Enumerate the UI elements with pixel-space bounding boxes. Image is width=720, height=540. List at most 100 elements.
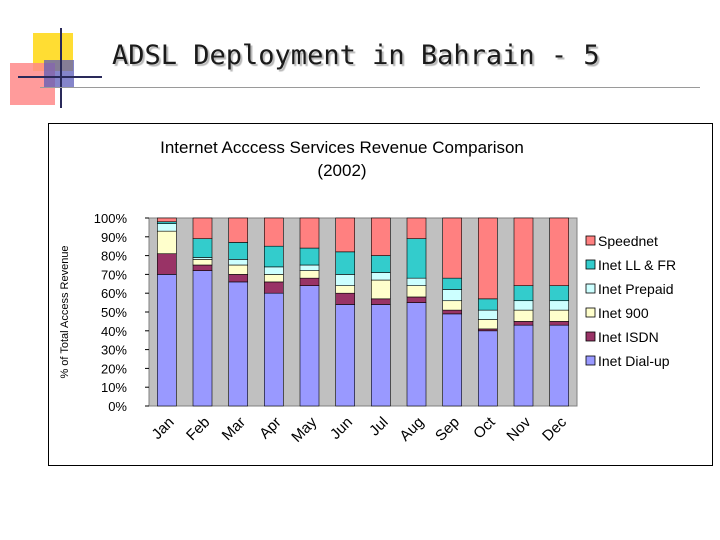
bar-segment-inet-900 [406, 285, 427, 298]
bar-segment-speednet [478, 217, 498, 300]
x-tick-label: Jul [366, 414, 392, 440]
x-tick-label: Apr [256, 414, 285, 443]
chart-title-line: (2002) [317, 161, 366, 180]
y-tick-label: 90% [101, 230, 127, 245]
slide-title: ADSL Deployment in Bahrain - 5 [112, 40, 600, 71]
x-tick-label: Feb [183, 414, 213, 444]
y-tick-label: 30% [101, 343, 127, 358]
bar-segment-inet-ll-fr [549, 285, 569, 302]
bar-segment-speednet [299, 217, 320, 249]
plot-area [148, 217, 578, 407]
y-tick-label: 100% [94, 211, 128, 226]
bar-segment-inet-prepaid [228, 259, 248, 266]
x-tick-label: Sep [432, 414, 463, 445]
corner-blue-square [44, 60, 74, 88]
bar-segment-inet-isdn [406, 296, 427, 303]
bar-segment-inet-ll-fr [264, 245, 284, 268]
y-tick-label: 10% [101, 380, 127, 395]
legend-swatch [585, 259, 596, 270]
bar-segment-inet-isdn [157, 253, 177, 275]
legend-swatch [585, 283, 596, 294]
legend-label: Inet Prepaid [598, 281, 674, 297]
x-tick-label: Dec [539, 413, 570, 444]
y-tick-label: 20% [101, 361, 127, 376]
legend-swatch [585, 307, 596, 318]
bar-segment-inet-isdn [264, 281, 284, 294]
bar-segment-inet-ll-fr [192, 238, 213, 258]
x-tick-label: Oct [470, 413, 499, 442]
corner-vertical-line [60, 28, 62, 108]
bar-segment-speednet [228, 217, 248, 243]
bar-segment-inet-ll-fr [228, 242, 248, 260]
bar-segment-inet-900 [264, 274, 284, 283]
y-tick-label: 80% [101, 249, 127, 264]
bar-segment-inet-prepaid [335, 274, 355, 286]
bar-segment-speednet [192, 217, 213, 239]
bar-segment-inet-dial-up [299, 285, 320, 407]
y-tick-label: 50% [101, 305, 127, 320]
title-divider [40, 87, 700, 88]
bar-segment-inet-isdn [442, 309, 462, 315]
bar-segment-inet-isdn [513, 321, 534, 326]
bar-segment-inet-ll-fr [371, 255, 391, 273]
bar-segment-inet-dial-up [228, 281, 248, 407]
bar-segment-speednet [264, 217, 284, 247]
bar-segment-inet-dial-up [549, 324, 569, 407]
chart-frame: Internet Acccess Services Revenue Compar… [48, 123, 713, 466]
bar-segment-inet-isdn [299, 277, 320, 286]
bar-segment-speednet [335, 217, 355, 253]
legend-swatch [585, 355, 596, 366]
bar-segment-inet-ll-fr [478, 298, 498, 311]
bar-segment-inet-dial-up [478, 330, 498, 407]
bar-segment-speednet [371, 217, 391, 256]
bar-segment-inet-900 [442, 300, 462, 311]
bar-segment-inet-900 [371, 279, 391, 300]
x-tick-label: Aug [396, 414, 427, 445]
x-tick-label: Nov [503, 413, 534, 444]
bar-segment-inet-isdn [371, 298, 391, 305]
stacked-bar-chart: Internet Acccess Services Revenue Compar… [59, 138, 676, 446]
bar-segment-inet-900 [513, 309, 534, 322]
legend-label: Inet ISDN [598, 329, 659, 345]
legend-label: Inet LL & FR [598, 257, 676, 273]
bar-segment-inet-900 [192, 259, 213, 266]
bar-segment-inet-dial-up [371, 304, 391, 407]
bar-segment-speednet [157, 217, 177, 223]
bar-segment-inet-prepaid [406, 277, 427, 286]
legend-label: Inet 900 [598, 305, 649, 321]
bar-segment-inet-dial-up [264, 292, 284, 407]
bar-segment-inet-900 [549, 309, 569, 322]
bar-segment-inet-prepaid [157, 223, 177, 232]
bar-segment-inet-900 [299, 270, 320, 279]
bar-segment-inet-prepaid [264, 266, 284, 275]
corner-horizontal-line [18, 76, 102, 78]
bar-segment-speednet [513, 217, 534, 286]
y-axis-title: % of Total Access Revenue [59, 245, 71, 378]
bar-segment-inet-ll-fr [442, 277, 462, 290]
bar-segment-inet-prepaid [299, 264, 320, 271]
bar-segment-speednet [406, 217, 427, 239]
bar-segment-inet-900 [157, 230, 177, 255]
bar-segment-inet-prepaid [513, 300, 534, 311]
x-tick-label: Jan [149, 414, 178, 443]
legend-swatch [585, 235, 596, 246]
bar-segment-inet-900 [335, 285, 355, 294]
bar-segment-inet-dial-up [335, 304, 355, 407]
bar-segment-inet-prepaid [549, 300, 569, 311]
bar-segment-inet-dial-up [442, 313, 462, 407]
bar-segment-inet-isdn [335, 292, 355, 305]
legend-swatch [585, 331, 596, 342]
chart-title-line: Internet Acccess Services Revenue Compar… [160, 138, 524, 157]
bar-segment-inet-dial-up [513, 324, 534, 407]
bar-segment-inet-900 [228, 264, 248, 275]
y-tick-label: 60% [101, 286, 127, 301]
x-tick-label: Mar [219, 414, 249, 444]
bar-segment-inet-isdn [228, 274, 248, 283]
bar-segment-speednet [442, 217, 462, 279]
bar-segment-inet-dial-up [157, 274, 177, 407]
bar-segment-inet-isdn [549, 321, 569, 326]
bar-segment-inet-prepaid [442, 289, 462, 302]
bar-segment-inet-dial-up [192, 270, 213, 407]
bar-segment-inet-prepaid [478, 309, 498, 320]
legend-label: Inet Dial-up [598, 353, 670, 369]
